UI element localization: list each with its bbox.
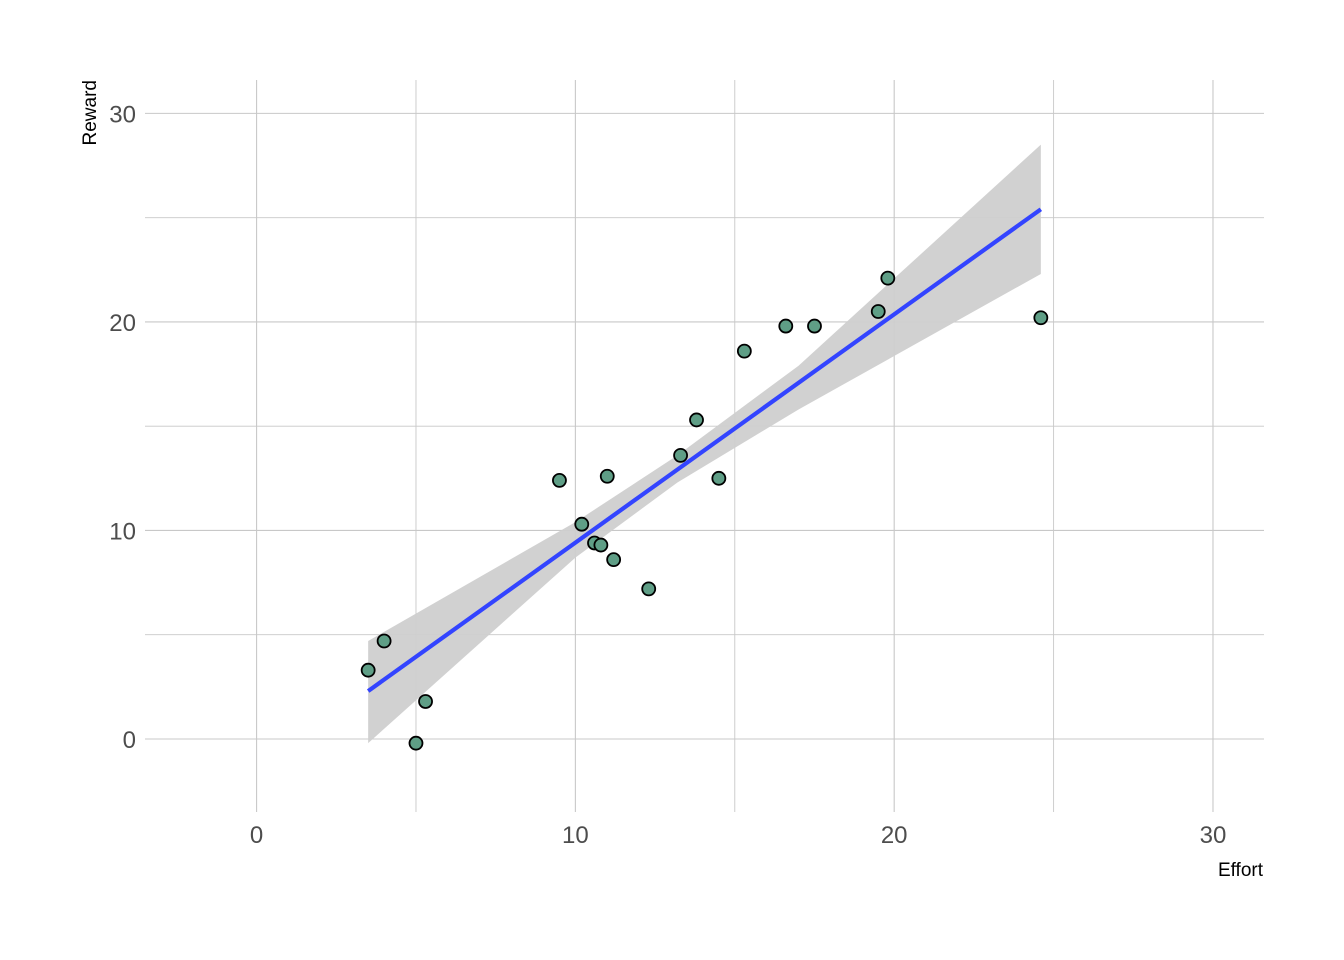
data-point <box>593 537 609 553</box>
data-point <box>418 694 433 709</box>
x-tick-label: 10 <box>562 822 589 849</box>
data-point <box>673 447 688 463</box>
data-point <box>360 662 376 678</box>
x-tick-label: 0 <box>250 822 263 849</box>
data-point <box>778 318 794 334</box>
x-tick-label: 20 <box>881 822 908 849</box>
data-point <box>599 468 615 484</box>
data-point <box>870 304 886 319</box>
data-point <box>880 270 896 286</box>
y-tick-label: 30 <box>109 101 136 128</box>
data-point <box>376 633 392 649</box>
grid <box>145 80 1264 812</box>
y-tick-label: 20 <box>109 310 136 337</box>
confidence-band <box>368 144 1041 744</box>
data-point <box>736 343 752 359</box>
data-point <box>807 318 822 334</box>
data-point <box>552 473 567 488</box>
x-axis-title: Effort <box>1218 860 1264 881</box>
data-point <box>689 412 704 428</box>
data-point <box>574 516 590 532</box>
data-point <box>711 470 727 486</box>
fit-line <box>366 207 1043 693</box>
confidence-band-area <box>368 144 1041 744</box>
data-point <box>641 581 657 597</box>
data-point <box>606 552 622 568</box>
y-tick-label: 10 <box>109 518 136 545</box>
x-tick-label: 30 <box>1200 822 1227 849</box>
data-points <box>360 270 1049 751</box>
regression-line <box>366 207 1043 693</box>
y-axis-title: Reward <box>80 80 101 145</box>
y-tick-label: 0 <box>123 727 136 754</box>
data-point <box>408 735 424 751</box>
data-point <box>1033 310 1049 326</box>
tick-labels: 0 10 20 30 0 10 20 30 <box>109 101 1226 849</box>
